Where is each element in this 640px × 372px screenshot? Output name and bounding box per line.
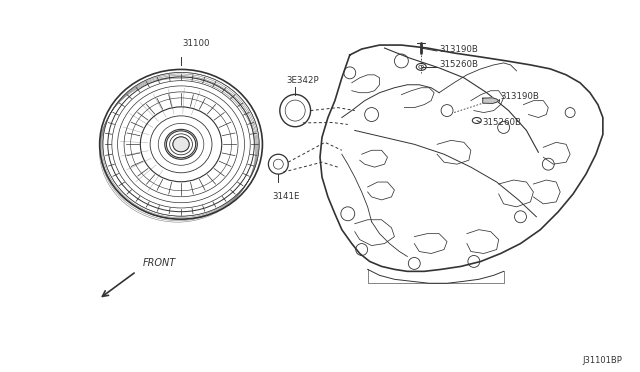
Text: FRONT: FRONT: [142, 259, 175, 268]
Text: 313190B: 313190B: [439, 45, 478, 54]
Ellipse shape: [173, 137, 189, 152]
Text: 315260B: 315260B: [439, 60, 478, 70]
Text: 3E342P: 3E342P: [287, 76, 319, 85]
Text: 3141E: 3141E: [273, 192, 300, 201]
Polygon shape: [483, 98, 499, 103]
Text: 31100: 31100: [182, 39, 210, 48]
Text: J31101BP: J31101BP: [583, 356, 623, 365]
Text: 315260B: 315260B: [483, 118, 522, 127]
Text: 313190B: 313190B: [500, 92, 540, 101]
